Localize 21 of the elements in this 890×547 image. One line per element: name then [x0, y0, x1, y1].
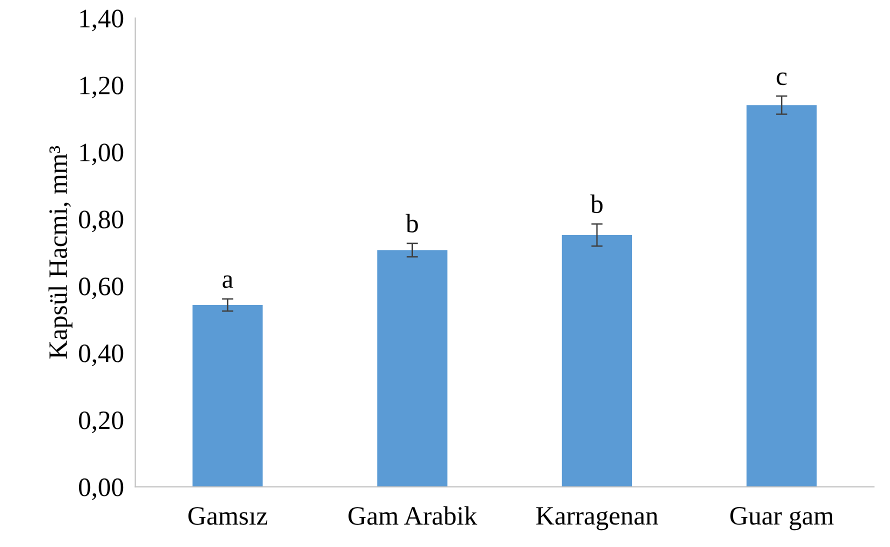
- y-tick-label: 0,00: [78, 478, 124, 500]
- y-tick-label: 0,40: [78, 344, 124, 366]
- y-tick-label: 1,00: [80, 144, 124, 166]
- x-tick-label: Karragenan: [536, 507, 658, 530]
- y-axis-title: Kapsül Hacmi, mm³: [48, 146, 72, 359]
- annotation: b: [406, 214, 418, 232]
- annotation: b: [590, 194, 603, 214]
- y-tick-label: 1,40: [80, 10, 124, 32]
- y-tick-label: 0,60: [78, 278, 124, 300]
- x-tick-label: Gam Arabik: [348, 506, 478, 525]
- bar: [192, 305, 263, 487]
- bar: [377, 250, 448, 487]
- x-tick-label: Guar gam: [730, 507, 834, 530]
- bar: [562, 235, 632, 487]
- x-tick-label: Gamsız: [188, 507, 268, 525]
- y-tick-label: 0,80: [78, 210, 124, 232]
- y-tick-label: 0,20: [78, 411, 124, 434]
- bar: [746, 105, 817, 487]
- annotation: c: [776, 72, 787, 86]
- annotation: a: [222, 275, 234, 288]
- y-tick-label: 1,20: [80, 76, 124, 98]
